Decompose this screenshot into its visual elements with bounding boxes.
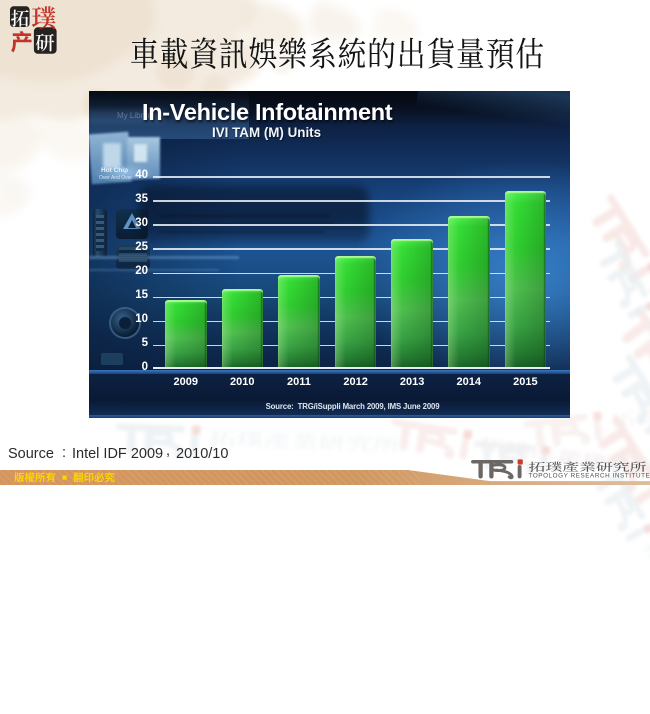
svg-text:TOPOLOGY RESEARCH INSTITUTE: TOPOLOGY RESEARCH INSTITUTE <box>529 473 650 480</box>
